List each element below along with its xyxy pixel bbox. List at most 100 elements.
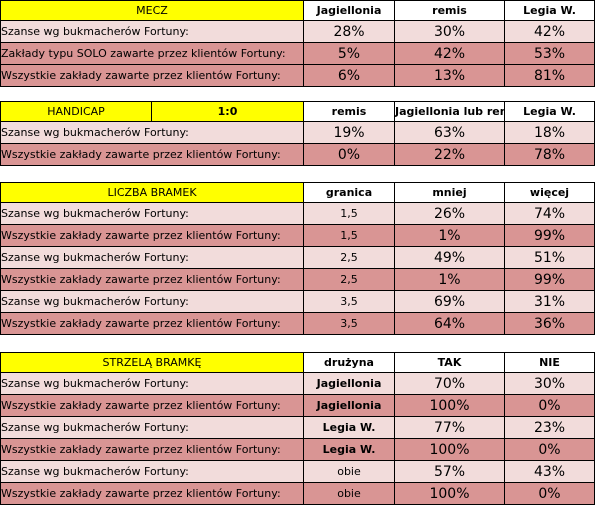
strzela-title: STRZELĄ BRAMKĘ [0, 352, 304, 373]
cell-value: 36% [504, 312, 595, 335]
table-row: Wszystkie zakłady zawarte przez klientów… [0, 438, 595, 461]
strzela-col-druzyna: drużyna [303, 352, 395, 373]
table-row: Wszystkie zakłady zawarte przez klientów… [0, 224, 595, 247]
cell-value: 1% [394, 224, 505, 247]
cell-druzyna: obie [303, 460, 395, 483]
cell-druzyna: Legia W. [303, 416, 395, 439]
row-label: Szanse wg bukmacherów Fortuny: [0, 121, 304, 144]
handicap-col-remis: remis [303, 101, 395, 122]
row-label: Szanse wg bukmacherów Fortuny: [0, 20, 304, 43]
cell-value: 1% [394, 268, 505, 291]
strzela-header-row: STRZELĄ BRAMKĘ drużyna TAK NIE [0, 352, 595, 373]
cell-value: 23% [504, 416, 595, 439]
cell-druzyna: Jagiellonia [303, 372, 395, 395]
cell-granica: 3,5 [303, 312, 395, 335]
row-label: Wszystkie zakłady zawarte przez klientów… [0, 64, 304, 87]
cell-value: 74% [504, 202, 595, 225]
cell-value: 0% [303, 143, 395, 166]
row-label: Wszystkie zakłady zawarte przez klientów… [0, 312, 304, 335]
cell-value: 43% [504, 460, 595, 483]
row-label: Szanse wg bukmacherów Fortuny: [0, 202, 304, 225]
table-row: Wszystkie zakłady zawarte przez klientów… [0, 143, 595, 166]
table-row: Szanse wg bukmacherów Fortuny: 1,5 26% 7… [0, 202, 595, 225]
cell-value: 99% [504, 268, 595, 291]
handicap-col-jagiellonia-lub-remis: Jagiellonia lub remis [394, 101, 505, 122]
table-row: Wszystkie zakłady zawarte przez klientów… [0, 312, 595, 335]
cell-value: 5% [303, 42, 395, 65]
handicap-title-cell: HANDICAP 1:0 [0, 101, 304, 122]
row-label: Wszystkie zakłady zawarte przez klientów… [0, 268, 304, 291]
row-label: Wszystkie zakłady zawarte przez klientów… [0, 224, 304, 247]
strzela-bramke-table: STRZELĄ BRAMKĘ drużyna TAK NIE Szanse wg… [0, 352, 595, 505]
bramki-col-granica: granica [303, 182, 395, 203]
strzela-col-nie: NIE [504, 352, 595, 373]
cell-druzyna: Legia W. [303, 438, 395, 461]
cell-value: 0% [504, 438, 595, 461]
row-label: Wszystkie zakłady zawarte przez klientów… [0, 394, 304, 417]
table-row: Wszystkie zakłady zawarte przez klientów… [0, 482, 595, 505]
mecz-table: MECZ Jagiellonia remis Legia W. Szanse w… [0, 0, 595, 87]
cell-value: 100% [394, 438, 505, 461]
cell-value: 99% [504, 224, 595, 247]
table-row: Szanse wg bukmacherów Fortuny: obie 57% … [0, 460, 595, 483]
bramki-col-mniej: mniej [394, 182, 505, 203]
mecz-header-row: MECZ Jagiellonia remis Legia W. [0, 0, 595, 21]
cell-value: 100% [394, 394, 505, 417]
table-row: Szanse wg bukmacherów Fortuny: 28% 30% 4… [0, 20, 595, 43]
cell-granica: 1,5 [303, 224, 395, 247]
cell-value: 30% [394, 20, 505, 43]
cell-value: 100% [394, 482, 505, 505]
bramki-col-wiecej: więcej [504, 182, 595, 203]
cell-value: 13% [394, 64, 505, 87]
handicap-header-row: HANDICAP 1:0 remis Jagiellonia lub remis… [0, 101, 595, 122]
cell-value: 77% [394, 416, 505, 439]
mecz-col-jagiellonia: Jagiellonia [303, 0, 395, 21]
cell-granica: 2,5 [303, 246, 395, 269]
handicap-table: HANDICAP 1:0 remis Jagiellonia lub remis… [0, 101, 595, 166]
handicap-title: HANDICAP [2, 102, 152, 121]
cell-value: 31% [504, 290, 595, 313]
cell-value: 42% [394, 42, 505, 65]
table-row: Szanse wg bukmacherów Fortuny: 19% 63% 1… [0, 121, 595, 144]
cell-value: 51% [504, 246, 595, 269]
table-row: Szanse wg bukmacherów Fortuny: Jagiellon… [0, 372, 595, 395]
cell-value: 64% [394, 312, 505, 335]
cell-value: 53% [504, 42, 595, 65]
row-label: Szanse wg bukmacherów Fortuny: [0, 460, 304, 483]
cell-druzyna: Jagiellonia [303, 394, 395, 417]
cell-value: 0% [504, 482, 595, 505]
cell-granica: 2,5 [303, 268, 395, 291]
table-row: Szanse wg bukmacherów Fortuny: 2,5 49% 5… [0, 246, 595, 269]
strzela-col-tak: TAK [394, 352, 505, 373]
cell-granica: 1,5 [303, 202, 395, 225]
row-label: Szanse wg bukmacherów Fortuny: [0, 290, 304, 313]
cell-druzyna: obie [303, 482, 395, 505]
row-label: Wszystkie zakłady zawarte przez klientów… [0, 438, 304, 461]
cell-value: 57% [394, 460, 505, 483]
bramki-header-row: LICZBA BRAMEK granica mniej więcej [0, 182, 595, 203]
cell-value: 42% [504, 20, 595, 43]
cell-value: 69% [394, 290, 505, 313]
liczba-bramek-table: LICZBA BRAMEK granica mniej więcej Szans… [0, 182, 595, 335]
table-row: Wszystkie zakłady zawarte przez klientów… [0, 268, 595, 291]
row-label: Szanse wg bukmacherów Fortuny: [0, 416, 304, 439]
mecz-col-legia: Legia W. [504, 0, 595, 21]
table-row: Szanse wg bukmacherów Fortuny: Legia W. … [0, 416, 595, 439]
cell-granica: 3,5 [303, 290, 395, 313]
row-label: Wszystkie zakłady zawarte przez klientów… [0, 143, 304, 166]
cell-value: 6% [303, 64, 395, 87]
bramki-title: LICZBA BRAMEK [0, 182, 304, 203]
table-row: Wszystkie zakłady zawarte przez klientów… [0, 64, 595, 87]
cell-value: 22% [394, 143, 505, 166]
table-row: Wszystkie zakłady zawarte przez klientów… [0, 394, 595, 417]
cell-value: 78% [504, 143, 595, 166]
cell-value: 30% [504, 372, 595, 395]
cell-value: 63% [394, 121, 505, 144]
cell-value: 70% [394, 372, 505, 395]
cell-value: 49% [394, 246, 505, 269]
handicap-col-legia: Legia W. [504, 101, 595, 122]
cell-value: 81% [504, 64, 595, 87]
table-row: Zakłady typu SOLO zawarte przez klientów… [0, 42, 595, 65]
row-label: Zakłady typu SOLO zawarte przez klientów… [0, 42, 304, 65]
table-row: Szanse wg bukmacherów Fortuny: 3,5 69% 3… [0, 290, 595, 313]
